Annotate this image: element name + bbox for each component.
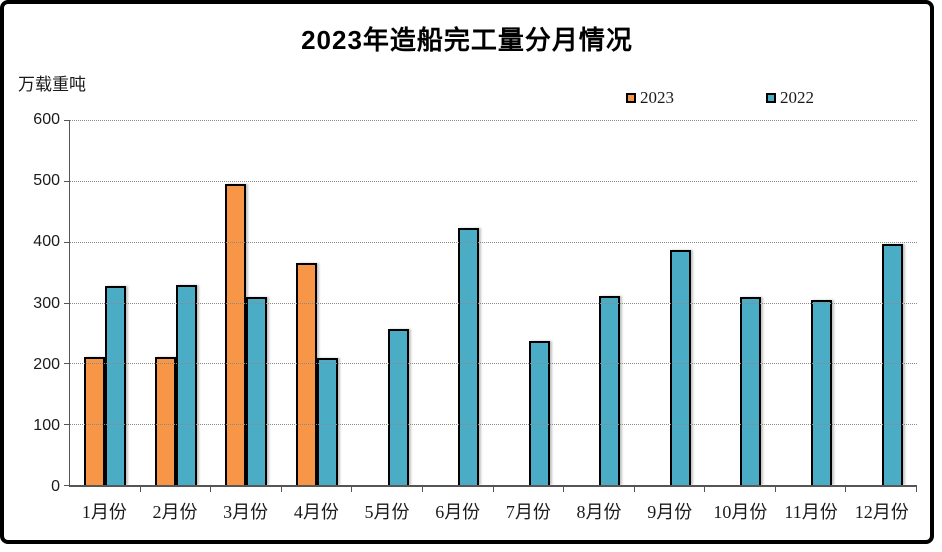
- x-tick-label: 6月份: [435, 502, 481, 522]
- x-tick-mark: [421, 487, 423, 492]
- chart-title: 2023年造船完工量分月情况: [301, 25, 633, 55]
- bar-2022-10月份: [740, 297, 762, 485]
- bar-2022-9月份: [669, 250, 691, 485]
- bar-2022-5月份: [387, 328, 409, 485]
- legend: 2023 2022: [626, 88, 814, 108]
- legend-swatch-2023: [626, 93, 636, 103]
- legend-swatch-2022: [766, 93, 776, 103]
- y-tick-label: 200: [33, 355, 60, 373]
- y-tick-label: 300: [33, 294, 60, 312]
- chart-frame: 2023年造船完工量分月情况 万载重吨 2023 2022 1月份 2月份 3月份 4月…: [0, 0, 934, 544]
- y-tick-label: 0: [51, 478, 60, 495]
- x-tick-mark: [210, 487, 212, 492]
- bar-2022-6月份: [458, 228, 480, 485]
- x-tick-label: 2月份: [152, 502, 198, 522]
- y-tick-label: 100: [33, 416, 60, 434]
- x-tick-label: 5月份: [364, 502, 410, 522]
- x-tick-mark: [704, 487, 706, 492]
- bar-group-11月份: [776, 120, 847, 485]
- bar-2022-4月份: [317, 357, 339, 485]
- bar-2023-2月份: [154, 356, 176, 485]
- y-tick-label: 500: [33, 172, 60, 190]
- bar-group-10月份: [705, 120, 776, 485]
- bar-2023-3月份: [225, 183, 247, 485]
- x-tick-mark: [492, 487, 494, 492]
- legend-item-2023: 2023: [626, 88, 674, 108]
- x-tick-mark: [280, 487, 282, 492]
- y-tick-label: 400: [33, 233, 60, 251]
- x-tick-label: 12月份: [854, 502, 909, 522]
- x-tick-label: 8月份: [576, 502, 622, 522]
- gridline-600: [70, 120, 917, 121]
- plot-area: [64, 120, 917, 492]
- bar-group-8月份: [564, 120, 635, 485]
- bar-group-5月份: [352, 120, 423, 485]
- gridline-300: [70, 302, 917, 304]
- x-tick-mark: [916, 487, 917, 492]
- legend-item-2022: 2022: [766, 88, 814, 108]
- x-tick-label: 10月份: [713, 502, 768, 522]
- bar-2022-11月份: [811, 300, 833, 485]
- bars-container: [70, 120, 917, 485]
- legend-label: 2023: [640, 88, 674, 107]
- y-tick-mark: [64, 424, 70, 426]
- bar-group-7月份: [493, 120, 564, 485]
- gridline-500: [70, 180, 917, 182]
- x-tick-mark: [351, 487, 353, 492]
- y-tick-mark: [64, 485, 70, 486]
- bar-2023-1月份: [84, 356, 106, 485]
- bar-2022-1月份: [105, 286, 127, 485]
- y-axis-unit-label: 万载重吨: [18, 75, 86, 94]
- x-tick-label: 11月份: [784, 502, 838, 522]
- y-tick-mark: [64, 363, 70, 365]
- y-tick-mark: [64, 120, 70, 121]
- x-tick-label: 4月份: [293, 502, 339, 522]
- x-tick-label: 1月份: [81, 502, 127, 522]
- y-tick-mark: [64, 241, 70, 243]
- x-tick-mark: [845, 487, 847, 492]
- legend-label: 2022: [780, 88, 814, 107]
- bar-2022-2月份: [175, 285, 197, 485]
- gridline-200: [70, 363, 917, 365]
- y-tick-label: 600: [33, 111, 60, 128]
- bar-group-9月份: [635, 120, 706, 485]
- x-tick-mark: [139, 487, 141, 492]
- x-tick-mark: [774, 487, 776, 492]
- gridline-400: [70, 241, 917, 243]
- x-tick-mark: [633, 487, 635, 492]
- bar-group-4月份: [282, 120, 353, 485]
- x-tick-mark: [563, 487, 565, 492]
- x-tick-label: 9月份: [647, 502, 693, 522]
- x-tick-label: 7月份: [505, 502, 551, 522]
- bar-group-6月份: [423, 120, 494, 485]
- bar-group-1月份: [70, 120, 141, 485]
- y-tick-mark: [64, 302, 70, 304]
- x-tick-label: 3月份: [223, 502, 269, 522]
- bar-2023-4月份: [296, 262, 318, 485]
- bar-group-2月份: [141, 120, 212, 485]
- x-axis-labels: 1月份 2月份 3月份 4月份 5月份 6月份 7月份 8月份 9月份 10月份 11月份 12月份: [69, 498, 917, 524]
- y-tick-mark: [64, 180, 70, 182]
- bar-group-3月份: [211, 120, 282, 485]
- bar-2022-3月份: [246, 297, 268, 485]
- bar-2022-8月份: [599, 296, 621, 485]
- bar-2022-7月份: [528, 341, 550, 485]
- gridline-100: [70, 424, 917, 426]
- bar-2022-12月份: [881, 244, 903, 485]
